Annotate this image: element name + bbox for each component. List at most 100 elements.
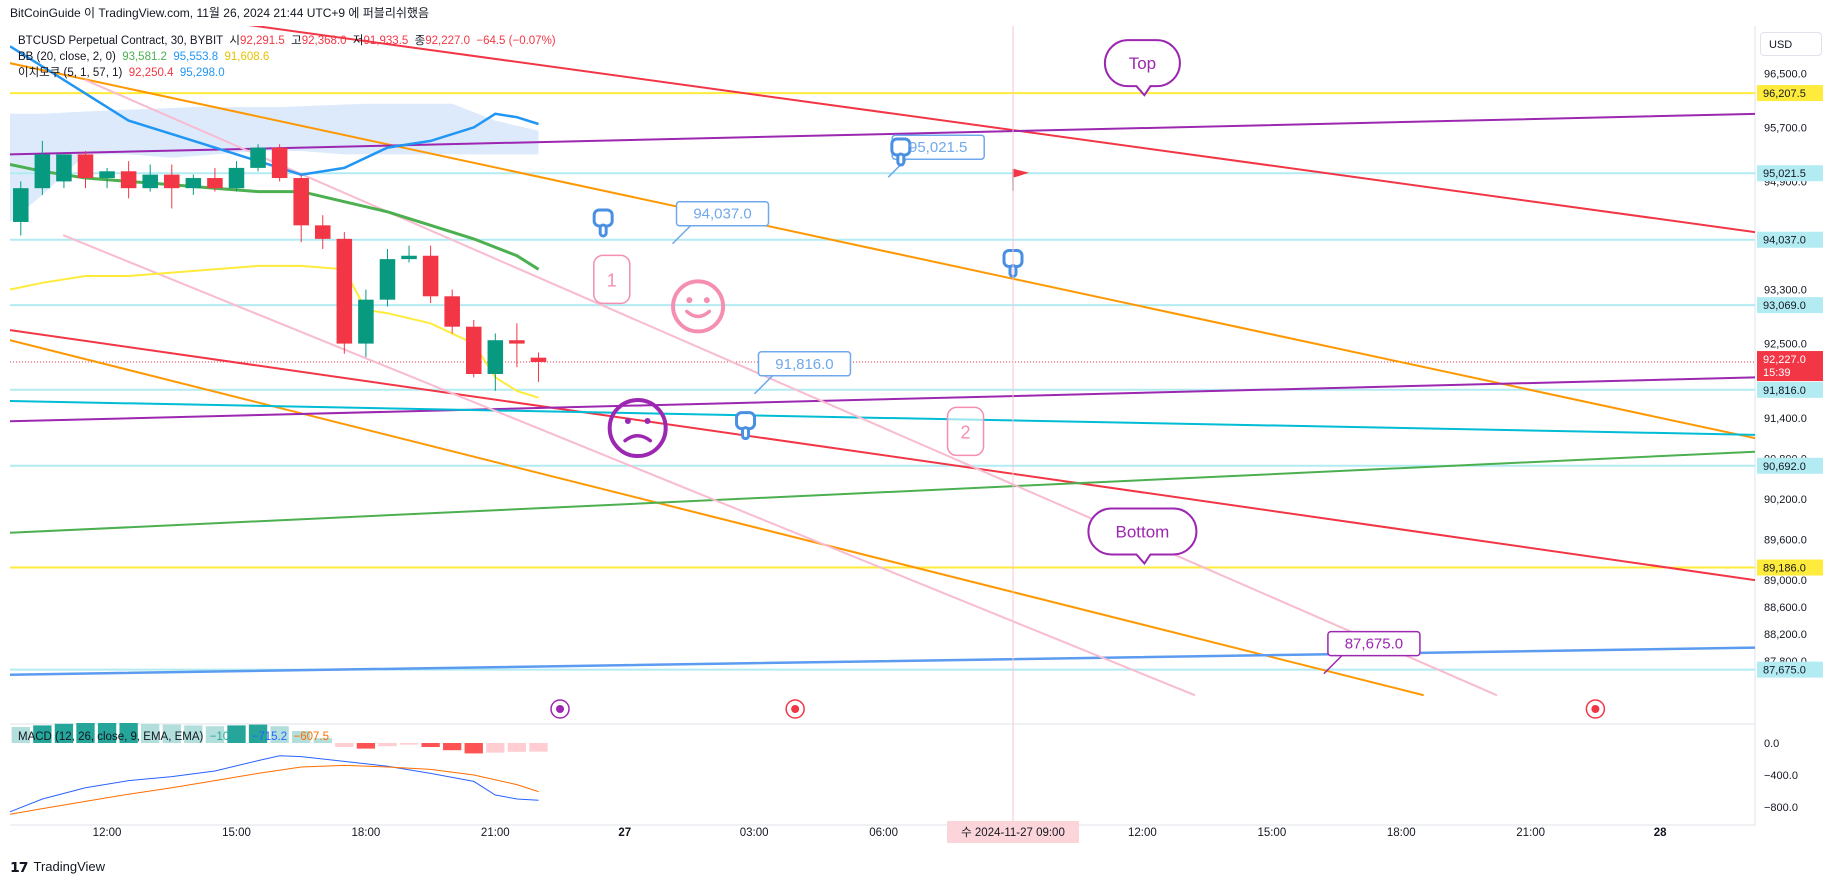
candle-body-3 <box>77 154 94 179</box>
macd-legend: MACD (12, 26, close, 9, EMA, EMA) −107.6… <box>18 731 329 743</box>
level-label-3: 93,069.0 <box>1763 300 1806 312</box>
time-tick-5: 03:00 <box>740 827 769 839</box>
macd-hist-bar-14 <box>313 738 332 743</box>
macd-hist-bar-16 <box>356 743 376 749</box>
candle-body-23 <box>509 340 525 344</box>
sad-face-icon-mouth <box>623 434 653 443</box>
event-icon-dot-0 <box>556 705 565 713</box>
legend-bb-upper: 95,553.8 <box>173 51 219 63</box>
main-legend: BTCUSD Perpetual Contract, 30, BYBIT 시92… <box>18 33 556 81</box>
pointing-hand-icon-2 <box>890 137 912 167</box>
legend-low-value: 91,933.5 <box>363 35 409 47</box>
trendline-purple-upper <box>10 112 1755 156</box>
current-price-countdown: 15:39 <box>1763 367 1791 379</box>
pointing-hand-icon-finger <box>598 223 608 238</box>
candle-body-7 <box>164 174 180 189</box>
pointing-hand-icon-2-finger <box>896 152 906 167</box>
price-label-text-0: 95,021.5 <box>909 139 967 156</box>
level-label-bg-4 <box>1757 381 1823 398</box>
time-tick-10: 18:00 <box>1387 827 1416 839</box>
macd-hist-bar-10 <box>227 725 246 743</box>
level-label-4: 91,816.0 <box>1763 385 1806 397</box>
callout-bubble-top <box>1103 39 1181 97</box>
candle-body-15 <box>336 238 353 344</box>
currency-selector[interactable]: USD <box>1760 32 1822 56</box>
legend-ichimoku-label: 이치모쿠 (5, 1, 57, 1) <box>18 67 123 79</box>
event-icon-dot-2 <box>1591 705 1600 713</box>
macd-hist-bar-18 <box>399 743 419 745</box>
sad-face-icon-face <box>607 398 668 459</box>
candle-body-20 <box>444 296 460 327</box>
number-marker-text-2: 2 <box>961 422 971 442</box>
trendline-blue <box>10 646 1755 676</box>
price-tick-6: 91,400.0 <box>1764 413 1807 425</box>
smiley-icon-eye-right <box>703 297 710 304</box>
level-label-bg-1 <box>1757 165 1823 182</box>
macd-tick-1: −400.0 <box>1764 770 1798 782</box>
price-tick-12: 88,200.0 <box>1764 629 1807 641</box>
price-label-box-2 <box>757 351 852 377</box>
legend-open-label: 시 <box>229 35 240 47</box>
price-tick-10: 89,000.0 <box>1764 575 1807 587</box>
footer-brand: TradingView <box>33 859 106 874</box>
macd-line <box>9 755 539 813</box>
sad-face-icon <box>607 398 668 459</box>
sad-face-icon-eye-left <box>624 418 631 425</box>
macd-hist-bar-8 <box>184 725 203 743</box>
macd-legend-label: MACD (12, 26, close, 9, EMA, EMA) <box>18 731 204 743</box>
legend-low-label: 저 <box>352 35 364 47</box>
smiley-icon-mouth <box>685 309 712 319</box>
ichimoku-cloud <box>10 103 539 222</box>
level-label-6: 89,186.0 <box>1763 563 1806 575</box>
candle-body-13 <box>293 178 309 226</box>
sad-face-icon-eye-right <box>644 418 651 425</box>
legend-bb-basis: 93,581.2 <box>122 51 167 63</box>
candle-body-2 <box>56 154 72 182</box>
macd-tick-2: −800.0 <box>1764 802 1798 814</box>
trendline-green <box>10 450 1755 534</box>
macd-legend-macd: −715.2 <box>251 731 288 743</box>
candle-body-11 <box>250 147 266 168</box>
time-tick-3: 21:00 <box>481 827 510 839</box>
candle-body-14 <box>314 225 331 239</box>
publish-attribution: BitCoinGuide 이 TradingView.com, 11월 26, … <box>10 6 429 20</box>
candle-body-21 <box>465 326 482 374</box>
price-label-text-3: 87,675.0 <box>1345 636 1403 653</box>
level-label-1: 95,021.5 <box>1763 168 1806 180</box>
trendline-pink-upper <box>84 79 1498 696</box>
trendline-orange-upper <box>10 62 1755 440</box>
time-tick-6: 06:00 <box>869 827 898 839</box>
macd-hist-bar-15 <box>335 743 354 747</box>
macd-legend-hist: −107.6 <box>209 731 246 743</box>
legend-high-label: 고 <box>291 35 302 47</box>
macd-hist-bar-3 <box>76 723 95 743</box>
callout-text-bottom: Bottom <box>1115 522 1169 541</box>
macd-hist-bar-11 <box>248 724 268 743</box>
legend-bb-lower: 91,608.6 <box>224 51 270 63</box>
macd-legend-signal: −607.5 <box>293 731 330 743</box>
trendline-orange-lower <box>10 339 1424 696</box>
price-label-pointer-1 <box>671 225 692 245</box>
macd-hist-bar-9 <box>205 726 225 743</box>
legend-change: −64.5 (−0.07%) <box>476 35 556 47</box>
candle-body-8 <box>185 178 202 189</box>
macd-hist-bar-19 <box>421 743 440 747</box>
price-tick-8: 90,200.0 <box>1764 494 1807 506</box>
macd-hist-bar-23 <box>507 743 527 752</box>
level-label-bg-5 <box>1757 457 1823 474</box>
level-label-bg-0 <box>1757 85 1823 102</box>
macd-hist-bar-4 <box>97 723 117 743</box>
number-marker-1 <box>593 254 631 305</box>
candle-body-9 <box>207 178 223 189</box>
macd-hist-bar-12 <box>270 726 289 743</box>
macd-hist-bar-21 <box>464 743 483 754</box>
time-tick-12: 28 <box>1654 827 1667 839</box>
candle-body-0 <box>13 188 29 222</box>
bb-lower-line <box>10 264 539 399</box>
level-label-0: 96,207.5 <box>1763 88 1806 100</box>
level-label-2: 94,037.0 <box>1763 235 1806 247</box>
pointing-hand-icon <box>592 208 614 238</box>
candle-body-19 <box>422 255 439 297</box>
price-label-pointer-3 <box>1323 655 1343 675</box>
